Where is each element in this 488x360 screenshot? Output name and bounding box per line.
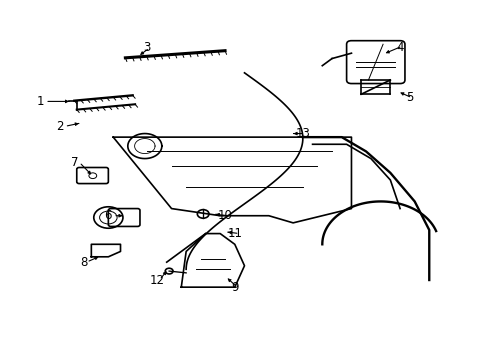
- Text: 6: 6: [104, 209, 112, 222]
- Text: 4: 4: [396, 41, 403, 54]
- Text: 11: 11: [227, 227, 242, 240]
- Text: 7: 7: [70, 156, 78, 168]
- Text: 5: 5: [406, 91, 413, 104]
- Text: 9: 9: [230, 281, 238, 294]
- Text: 8: 8: [80, 256, 87, 269]
- Text: 2: 2: [56, 120, 63, 133]
- Text: 10: 10: [217, 209, 232, 222]
- Text: 3: 3: [143, 41, 151, 54]
- Text: 12: 12: [149, 274, 164, 287]
- Text: 13: 13: [295, 127, 310, 140]
- Text: 1: 1: [37, 95, 44, 108]
